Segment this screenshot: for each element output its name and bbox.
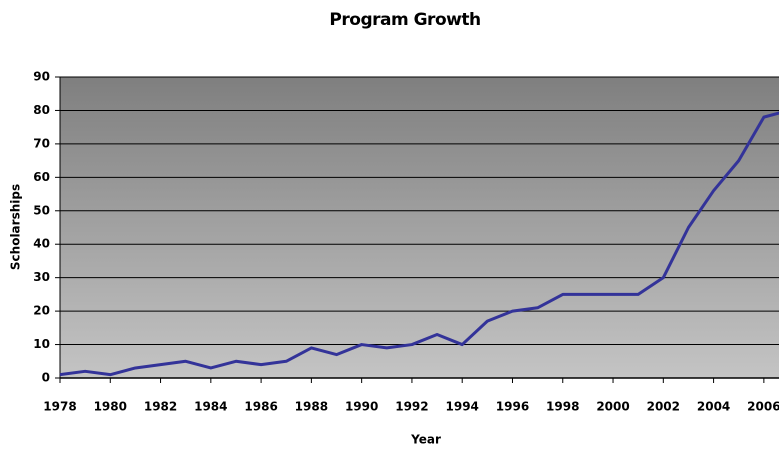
x-tick-label: 1990	[345, 400, 378, 414]
x-tick-label: 1992	[395, 400, 428, 414]
x-tick-label: 1984	[194, 400, 227, 414]
x-tick-label: 1996	[496, 400, 529, 414]
x-tick-label: 1982	[144, 400, 177, 414]
y-tick-label: 90	[33, 70, 50, 84]
y-axis-label: Scholarships	[9, 184, 23, 270]
x-axis-label: Year	[410, 433, 441, 447]
y-tick-label: 30	[33, 270, 50, 284]
plot-area	[60, 77, 779, 378]
y-tick-label: 60	[33, 170, 50, 184]
y-tick-label: 40	[33, 237, 50, 251]
data-line	[59, 111, 779, 377]
x-tick-label: 2006	[747, 400, 779, 414]
x-tick-label: 1980	[94, 400, 127, 414]
x-tick-label: 1998	[546, 400, 579, 414]
y-tick-label: 80	[33, 103, 50, 117]
x-tick-label: 1986	[244, 400, 277, 414]
y-tick-label: 50	[33, 203, 50, 217]
x-tick-label: 2000	[596, 400, 629, 414]
x-tick-label: 2002	[647, 400, 680, 414]
y-tick-label: 0	[42, 371, 50, 385]
y-tick-label: 70	[33, 136, 50, 150]
y-tick-label: 10	[33, 337, 50, 351]
x-tick-label: 2004	[697, 400, 730, 414]
chart-title: Program Growth	[329, 10, 480, 30]
y-tick-label: 20	[33, 304, 50, 318]
x-tick-label: 1994	[446, 400, 479, 414]
x-tick-label: 1988	[295, 400, 328, 414]
x-tick-label: 1978	[43, 400, 76, 414]
